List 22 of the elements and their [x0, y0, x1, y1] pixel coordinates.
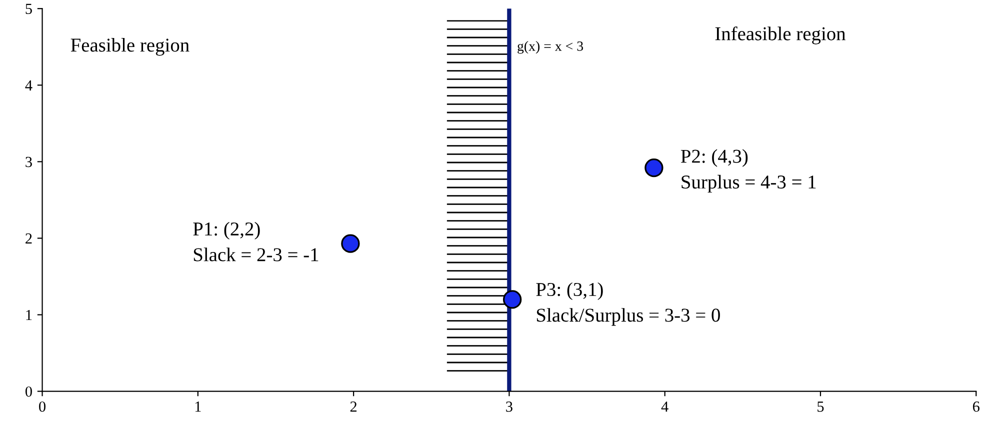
y-tick-label: 2	[26, 233, 32, 244]
point	[341, 234, 360, 253]
ref-line-label: g(x) = x < 3	[518, 41, 584, 54]
y-tick-label: 4	[25, 80, 32, 90]
x-tick-label: 6	[972, 402, 980, 412]
y-tick-label: 5	[26, 4, 32, 14]
annotation: P2: (4,3) Surplus = 4-3 = 1	[680, 149, 816, 193]
point	[502, 290, 522, 309]
annotation: P1: (2,2) Slack = 2-3 = -1	[193, 222, 318, 262]
x-tick-label: 0	[39, 401, 46, 412]
x-tick-label: 2	[350, 402, 357, 412]
x-tick-label: 1	[195, 402, 201, 412]
annotation: Feasible region	[70, 38, 190, 56]
x-tick-label: 4	[661, 402, 668, 412]
x-tick-label: 5	[818, 402, 824, 412]
x-tick-label: 3	[506, 402, 512, 412]
y-tick-label: 0	[25, 386, 32, 397]
annotation: Infeasible region	[715, 26, 846, 44]
y-tick-label: 1	[26, 310, 32, 320]
y-tick-label: 3	[26, 156, 32, 168]
point	[644, 158, 664, 178]
annotation: P3: (3,1) Slack/Surplus = 3-3 = 0	[536, 282, 720, 326]
